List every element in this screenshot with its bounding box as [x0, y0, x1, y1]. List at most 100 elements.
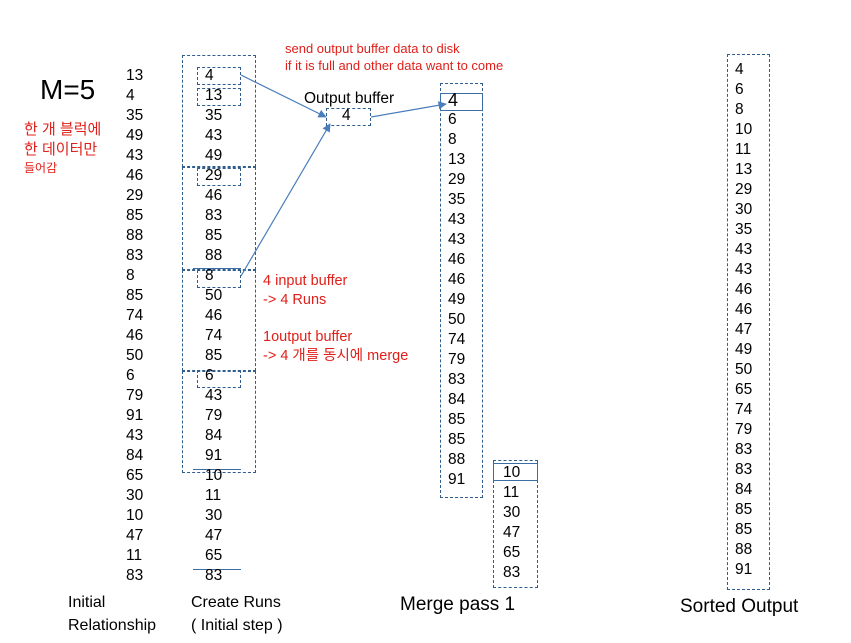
merge-value: 35 — [448, 191, 466, 208]
korean-note-line-1: 한 개 블럭에 — [24, 121, 102, 138]
merge-value: 46 — [448, 271, 466, 288]
sorted-value: 46 — [735, 301, 753, 318]
initial-value: 4 — [126, 87, 135, 104]
korean-note: 한 개 블럭에 한 데이터만 들어감 — [24, 120, 101, 176]
sorted-value: 13 — [735, 161, 753, 178]
merge-value: 43 — [448, 211, 466, 228]
sorted-output-box — [727, 54, 770, 590]
label-merge-pass: Merge pass 1 — [400, 594, 516, 615]
run-head-box-3 — [197, 168, 241, 186]
merge-pass-column: 4 6 8 13 29 35 43 43 46 46 49 50 74 79 8… — [448, 90, 465, 490]
merge-second-value: 47 — [503, 524, 521, 541]
input-buffer-note: 4 input buffer -> 4 Runs — [263, 272, 347, 310]
run-value: 43 — [205, 127, 223, 144]
merge-value: 46 — [448, 251, 466, 268]
output-merge-note: 1output buffer -> 4 개를 동시에 merge — [263, 328, 408, 366]
arrow-output-to-merge — [370, 101, 447, 118]
run-value: 83 — [205, 207, 223, 224]
merge-second-column: 10 11 30 47 65 83 — [503, 463, 520, 583]
sorted-value: 79 — [735, 421, 753, 438]
run-value: 79 — [205, 407, 223, 424]
initial-value: 79 — [126, 387, 144, 404]
merge-second-value: 30 — [503, 504, 521, 521]
run-separator — [193, 469, 241, 470]
merge-second-head-box — [493, 463, 538, 481]
label-sorted-output: Sorted Output — [680, 596, 799, 617]
input-note-line-2: -> 4 Runs — [263, 292, 327, 308]
run-value: 13 — [205, 87, 223, 104]
label-initial-step: ( Initial step ) — [191, 617, 283, 634]
initial-value: 65 — [126, 467, 144, 484]
output-note-line-2: -> 4 개를 동시에 merge — [263, 348, 409, 364]
sorted-value: 84 — [735, 481, 753, 498]
merge-value: 4 — [448, 90, 459, 110]
run-value: 91 — [205, 447, 223, 464]
initial-value: 47 — [126, 527, 144, 544]
initial-value: 29 — [126, 187, 144, 204]
run-separator — [193, 569, 241, 570]
initial-value: 30 — [126, 487, 144, 504]
title-m5: M=5 — [40, 74, 96, 105]
run-value: 43 — [205, 387, 223, 404]
sorted-value: 10 — [735, 121, 753, 138]
run-value: 4 — [205, 67, 214, 84]
merge-second-value: 10 — [503, 464, 521, 481]
run-value: 84 — [205, 427, 223, 444]
merge-value: 8 — [448, 131, 457, 148]
sorted-value: 85 — [735, 501, 753, 518]
sorted-value: 43 — [735, 241, 753, 258]
sorted-value: 83 — [735, 461, 753, 478]
sorted-value: 46 — [735, 281, 753, 298]
merge-value: 43 — [448, 231, 466, 248]
initial-value: 49 — [126, 127, 144, 144]
korean-note-line-3: 들어감 — [24, 161, 58, 175]
send-output-note: send output buffer data to disk if it is… — [285, 40, 503, 74]
merge-value: 13 — [448, 151, 466, 168]
label-initial: Initial — [68, 594, 106, 611]
sorted-value: 85 — [735, 521, 753, 538]
run-value: 8 — [205, 267, 214, 284]
initial-relationship-column: 13 4 35 49 43 46 29 85 88 83 8 85 74 46 … — [126, 66, 143, 586]
merge-second-value: 65 — [503, 544, 521, 561]
create-runs-column: 4 13 35 43 49 29 46 83 85 88 8 50 46 74 … — [205, 66, 222, 586]
initial-value: 50 — [126, 347, 144, 364]
korean-note-line-2: 한 데이터만 — [24, 141, 98, 158]
run-value: 88 — [205, 247, 223, 264]
sorted-value: 35 — [735, 221, 753, 238]
initial-value: 11 — [126, 547, 143, 564]
input-note-line-1: 4 input buffer — [263, 273, 348, 289]
sorted-value: 8 — [735, 101, 744, 118]
merge-value: 79 — [448, 351, 466, 368]
sorted-value: 49 — [735, 341, 753, 358]
initial-value: 10 — [126, 507, 144, 524]
merge-value: 84 — [448, 391, 466, 408]
output-buffer-label: Output buffer — [304, 90, 395, 107]
merge-second-value: 83 — [503, 564, 521, 581]
run-value: 29 — [205, 167, 223, 184]
run-value: 47 — [205, 527, 223, 544]
sorted-value: 43 — [735, 261, 753, 278]
label-create-runs: Create Runs — [191, 594, 281, 611]
initial-value: 84 — [126, 447, 144, 464]
run-value: 49 — [205, 147, 223, 164]
sorted-value: 47 — [735, 321, 753, 338]
merge-second-value: 11 — [503, 484, 520, 501]
sorted-value: 88 — [735, 541, 753, 558]
run-value: 6 — [205, 367, 214, 384]
run-head-box-5 — [197, 370, 241, 388]
sorted-value: 4 — [735, 61, 744, 78]
run-value: 83 — [205, 567, 223, 584]
run-box-1 — [182, 55, 256, 167]
run-separator — [193, 268, 241, 269]
initial-value: 43 — [126, 427, 144, 444]
initial-value: 85 — [126, 287, 144, 304]
initial-value: 46 — [126, 327, 144, 344]
merge-value: 85 — [448, 431, 466, 448]
send-note-line-1: send output buffer data to disk — [285, 41, 460, 56]
initial-value: 13 — [126, 67, 144, 84]
output-buffer-value: 4 — [342, 107, 351, 124]
run-head-box-2 — [197, 88, 241, 106]
merge-second-box — [493, 460, 538, 588]
run-value: 74 — [205, 327, 223, 344]
run-box-4 — [182, 371, 256, 473]
